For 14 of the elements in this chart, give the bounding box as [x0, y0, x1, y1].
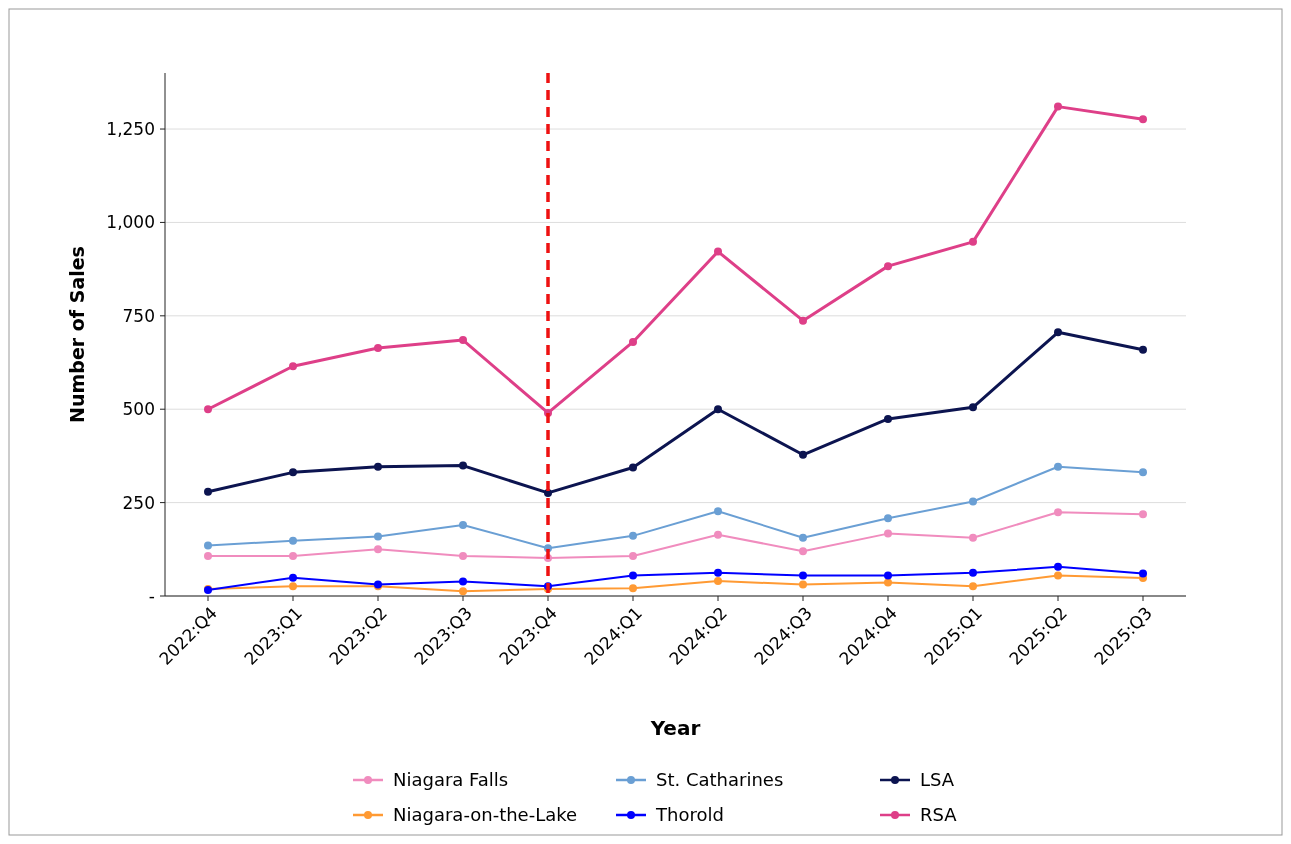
legend-label: Thorold	[655, 804, 724, 826]
legend-label: Niagara-on-the-Lake	[393, 804, 578, 826]
legend-label: Niagara Falls	[393, 769, 509, 791]
y-tick-label: 1,250	[106, 118, 155, 139]
y-axis-title: Number of Sales	[66, 246, 88, 423]
y-tick-label: 500	[122, 399, 155, 420]
legend-label: St. Catharines	[656, 769, 784, 791]
y-tick-label: -	[148, 585, 155, 606]
y-tick-label: 250	[122, 492, 155, 513]
y-tick-label: 1,000	[106, 212, 155, 233]
legend-label: RSA	[920, 804, 958, 826]
y-tick-label: 750	[122, 305, 155, 326]
legend-label: LSA	[920, 769, 955, 791]
x-axis-title: Year	[649, 716, 701, 740]
